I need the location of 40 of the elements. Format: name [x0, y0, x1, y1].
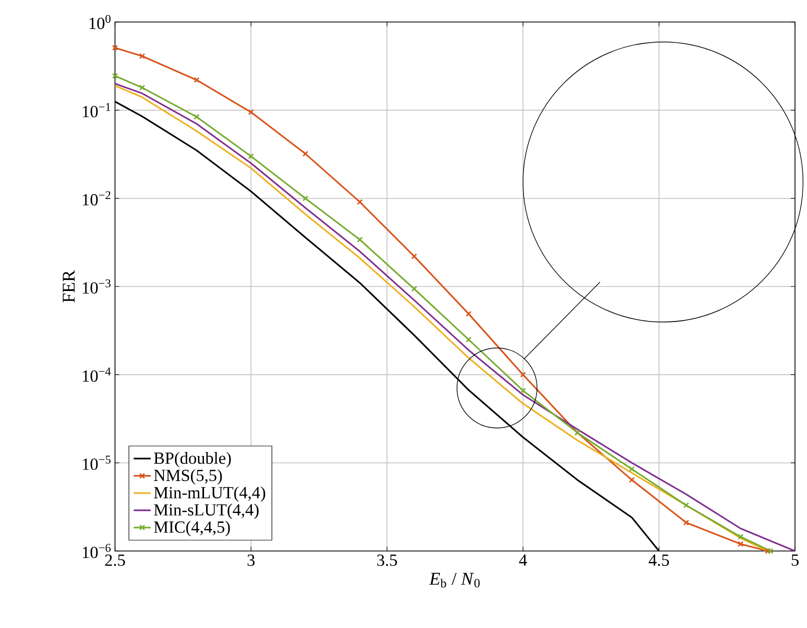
y-tick-label: 10$^{−5}$ [82, 456, 111, 470]
x-tick-label: 4 [519, 554, 527, 566]
legend-label: BP(double) [154, 452, 231, 468]
point [194, 77, 200, 83]
point [466, 310, 472, 317]
x-tick-label: 5 [792, 554, 799, 566]
point [194, 114, 200, 120]
point [248, 153, 254, 160]
point [302, 150, 308, 157]
point [683, 520, 690, 526]
point [520, 372, 526, 378]
point [683, 502, 690, 508]
legend-label: Min-mLUT(4,4) [154, 486, 266, 502]
point [356, 199, 363, 205]
point [738, 541, 744, 547]
point [628, 476, 635, 483]
point [738, 534, 744, 540]
point [411, 253, 418, 260]
y-tick-label: 10$^{−4}$ [82, 368, 111, 382]
y-axis-title: FER [62, 270, 75, 302]
point [248, 109, 254, 116]
legend-label: NMS(5,5) [154, 469, 222, 485]
y-tick-label: 10$^{−3}$ [82, 279, 111, 294]
x-tick-label: 4.5 [648, 554, 669, 566]
x-tick-label: 3.5 [377, 554, 397, 566]
point [302, 195, 308, 202]
point [139, 84, 146, 91]
x-tick-label: 3 [248, 554, 255, 566]
legend-label: MIC(4,4,5) [154, 520, 230, 536]
point [411, 286, 418, 292]
y-tick-label: 10$^{−1}$ [82, 103, 110, 118]
y-tick-label: 10$^{−2}$ [82, 191, 110, 206]
y-tick-label: 10$^{0}$ [90, 14, 111, 30]
point [466, 336, 472, 343]
point [356, 236, 363, 243]
point [628, 466, 635, 472]
point [139, 53, 146, 60]
x-axis-title: E$_{b}$ / N$_{0}$ [429, 572, 480, 588]
point [520, 388, 526, 394]
legend-label: Min-sLUT(4,4) [154, 504, 259, 520]
